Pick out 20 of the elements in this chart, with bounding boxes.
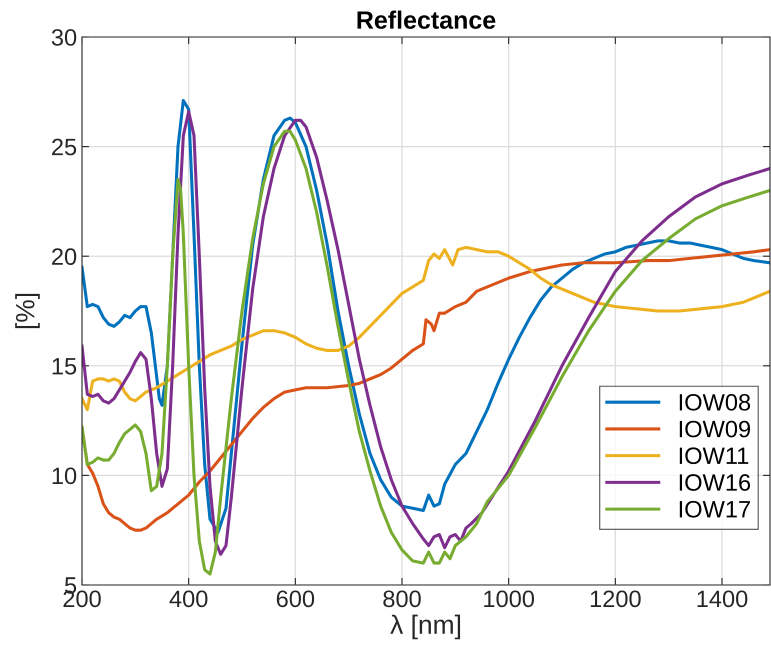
legend-label: IOW09 xyxy=(680,420,750,438)
x-tick-label: 800 xyxy=(383,590,421,608)
x-axis-title: λ [nm] xyxy=(390,614,460,640)
y-tick-label: 10 xyxy=(52,467,76,484)
x-tick-label: 400 xyxy=(170,590,208,608)
legend-label: IOW17 xyxy=(680,500,750,518)
x-tick-label: 1200 xyxy=(590,590,641,608)
legend-label: IOW08 xyxy=(680,394,750,411)
y-tick-label: 20 xyxy=(52,248,76,265)
x-tick-label: 1000 xyxy=(484,590,534,608)
x-tick-label: 1400 xyxy=(698,590,748,608)
y-tick-label: 25 xyxy=(52,138,76,156)
y-tick-label: 15 xyxy=(52,358,76,375)
line-series xyxy=(82,246,770,412)
chart-title: Reflectance xyxy=(358,10,496,29)
y-axis-title: [%] xyxy=(15,294,40,328)
y-tick-label: 30 xyxy=(52,29,76,46)
legend-label: IOW11 xyxy=(680,447,748,464)
x-tick-label: 600 xyxy=(276,590,314,608)
legend-label: IOW16 xyxy=(680,474,750,491)
